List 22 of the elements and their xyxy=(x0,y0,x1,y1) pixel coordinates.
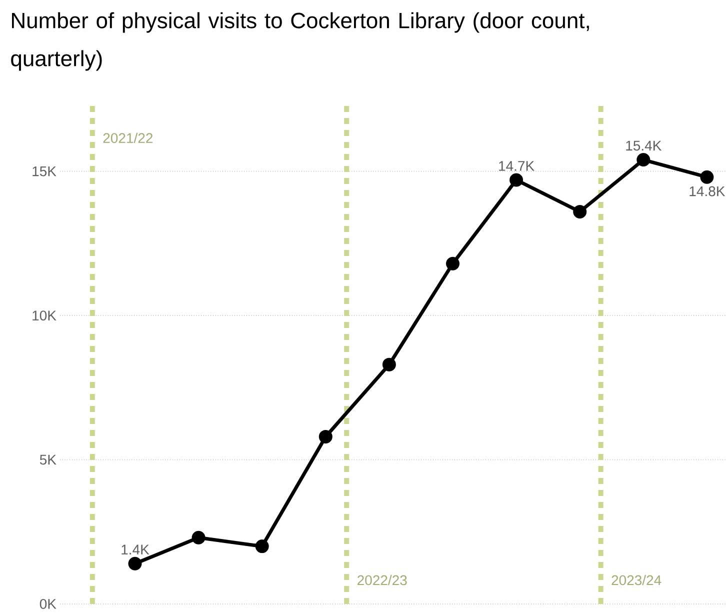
point xyxy=(700,170,714,184)
point xyxy=(192,530,206,544)
point xyxy=(446,256,460,270)
data-label: 14.7K xyxy=(499,161,534,171)
y-tick-label: 15K xyxy=(32,166,56,176)
point xyxy=(510,173,524,187)
point xyxy=(255,540,269,554)
point xyxy=(128,556,142,570)
data-label: 14.8K xyxy=(690,186,726,196)
annotation: 2022/23 xyxy=(358,574,407,586)
point xyxy=(318,430,332,444)
point xyxy=(636,153,650,167)
data-label: 1.4K xyxy=(122,544,150,554)
y-tick-label: 10K xyxy=(32,310,56,321)
point xyxy=(382,358,396,372)
chart-title: Number of physical visits to Cockerton Library (door count, quarterly) xyxy=(11,12,589,71)
annotation: 2021/22 xyxy=(103,132,153,144)
point xyxy=(573,204,587,218)
annotation: 2023/24 xyxy=(612,574,662,586)
y-tick-label: 0K xyxy=(40,599,56,609)
data-label: 15.4K xyxy=(626,140,662,151)
y-tick-label: 5K xyxy=(40,454,56,465)
